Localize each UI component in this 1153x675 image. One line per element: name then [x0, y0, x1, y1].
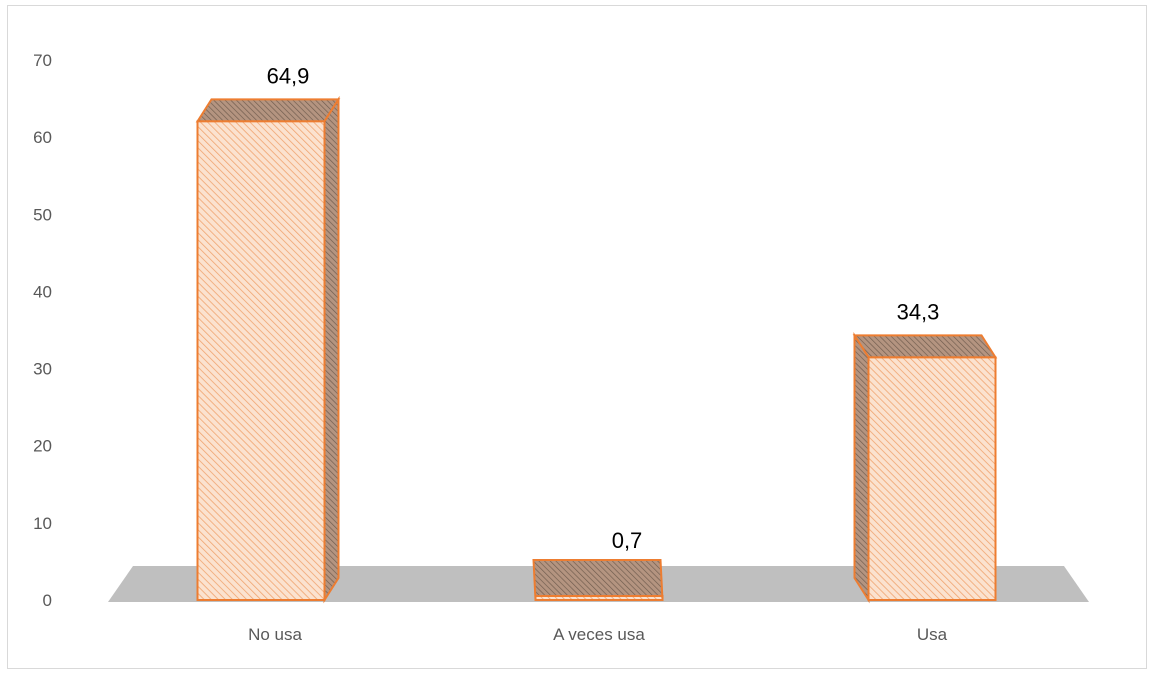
data-label: 34,3	[897, 299, 940, 324]
bar-top-face	[195, 98, 341, 123]
y-tick-label: 40	[33, 282, 52, 301]
x-category-label: A veces usa	[553, 625, 645, 644]
bar-front-face	[534, 595, 664, 601]
y-tick-label: 30	[33, 360, 52, 379]
x-category-label: No usa	[248, 625, 302, 644]
y-tick-label: 60	[33, 128, 52, 147]
data-label: 64,9	[267, 63, 310, 88]
y-tick-label: 70	[33, 51, 52, 70]
data-label: 0,7	[612, 528, 643, 553]
y-tick-label: 50	[33, 205, 52, 224]
bar-side-face	[853, 331, 870, 604]
bar-front-face	[867, 356, 997, 601]
bar-2	[532, 559, 664, 601]
bar-side-face	[323, 95, 340, 604]
bar-3	[852, 331, 998, 604]
bar-1	[195, 95, 341, 604]
x-category-label: Usa	[917, 625, 948, 644]
bar-front-face	[196, 120, 326, 601]
bar-top-face	[852, 334, 998, 359]
bar-top-face	[532, 559, 664, 601]
y-tick-label: 0	[43, 591, 52, 610]
y-tick-label: 20	[33, 437, 52, 456]
y-tick-label: 10	[33, 514, 52, 533]
